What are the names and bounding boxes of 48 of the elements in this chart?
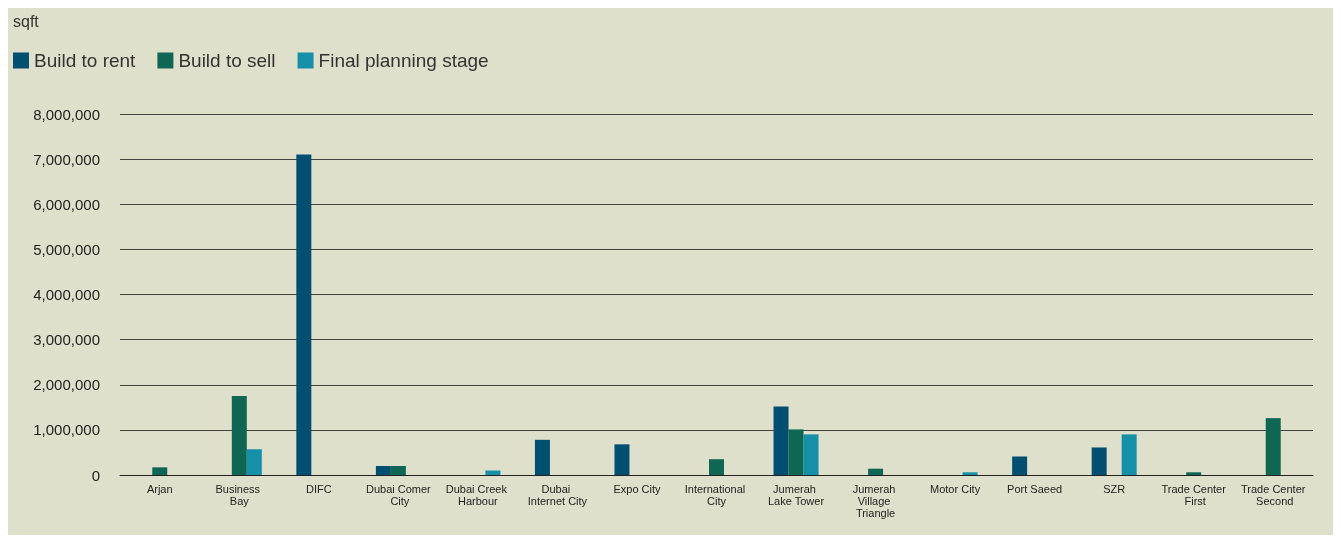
- bar: [962, 472, 978, 475]
- y-tick-label: 6,000,000: [33, 195, 100, 213]
- bar: [773, 406, 789, 475]
- bar: [375, 465, 391, 475]
- legend-label: Final planning stage: [318, 50, 489, 71]
- bar: [1186, 472, 1202, 475]
- x-tick-label: DIFC: [306, 483, 332, 495]
- x-tick-label: Dubai Internet City: [527, 483, 588, 507]
- bar: [1091, 447, 1107, 475]
- bar: [709, 459, 724, 475]
- y-tick-label: 1,000,000: [33, 421, 100, 439]
- y-tick-label: 0: [91, 466, 100, 484]
- bar: [614, 444, 630, 475]
- legend-label: Build to sell: [178, 50, 276, 71]
- x-tick-label: Jumerah Lake Tower: [768, 483, 825, 507]
- bar: [152, 467, 168, 475]
- bar: [390, 465, 406, 475]
- bar: [485, 470, 501, 475]
- x-tick-label: Business Bay: [215, 483, 264, 507]
- y-tick-label: 7,000,000: [33, 150, 100, 168]
- bar: [534, 439, 550, 475]
- y-tick-label: 3,000,000: [33, 331, 100, 349]
- y-tick-label: 4,000,000: [33, 286, 100, 303]
- x-tick-label: Dubai Comer City: [365, 483, 432, 507]
- x-tick-label: Arjan: [146, 483, 173, 495]
- x-tick-label: SZR: [1103, 483, 1126, 495]
- x-tick-label: Port Saeed: [1007, 483, 1063, 495]
- x-tick-label: Trade Center First: [1161, 483, 1227, 507]
- x-tick-label: International City: [684, 483, 749, 507]
- bar: [1012, 456, 1028, 475]
- bar: [296, 154, 312, 475]
- bar: [788, 429, 804, 475]
- x-tick-label: Motor City: [930, 483, 981, 495]
- x-tick-label: Jumerah Village Triangle: [852, 483, 899, 519]
- y-tick-label: 8,000,000: [33, 105, 100, 123]
- bar: [1265, 418, 1281, 475]
- bar: [1121, 434, 1137, 475]
- bar: [803, 434, 819, 475]
- legend-label: Build to rent: [34, 50, 137, 71]
- x-tick-label: Expo City: [613, 483, 661, 495]
- bar: [868, 468, 884, 475]
- y-tick-label: 5,000,000: [33, 240, 100, 258]
- bar: [246, 449, 262, 475]
- y-axis-title: sqft: [13, 12, 40, 30]
- x-tick-label: Dubai Creek Harbour: [445, 483, 510, 507]
- y-tick-label: 2,000,000: [33, 376, 100, 394]
- bar: [231, 396, 247, 475]
- x-tick-label: Trade Center Second: [1241, 483, 1306, 507]
